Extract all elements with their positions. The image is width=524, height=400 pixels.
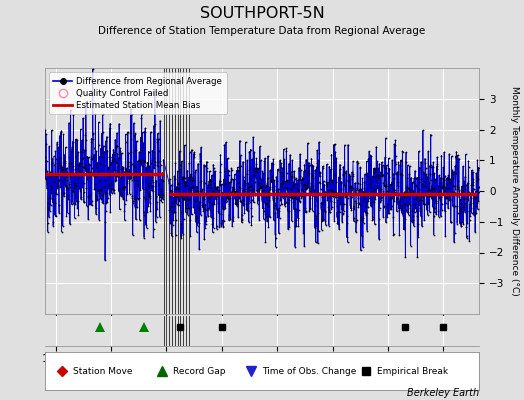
Text: Difference of Station Temperature Data from Regional Average: Difference of Station Temperature Data f… [99,26,425,36]
Text: Berkeley Earth: Berkeley Earth [407,388,479,398]
Text: Record Gap: Record Gap [173,366,225,376]
Text: Empirical Break: Empirical Break [377,366,449,376]
Y-axis label: Monthly Temperature Anomaly Difference (°C): Monthly Temperature Anomaly Difference (… [510,86,519,296]
Text: Time of Obs. Change: Time of Obs. Change [262,366,356,376]
Text: SOUTHPORT-5N: SOUTHPORT-5N [200,6,324,21]
Text: Station Move: Station Move [73,366,132,376]
Legend: Difference from Regional Average, Quality Control Failed, Estimated Station Mean: Difference from Regional Average, Qualit… [49,72,226,114]
